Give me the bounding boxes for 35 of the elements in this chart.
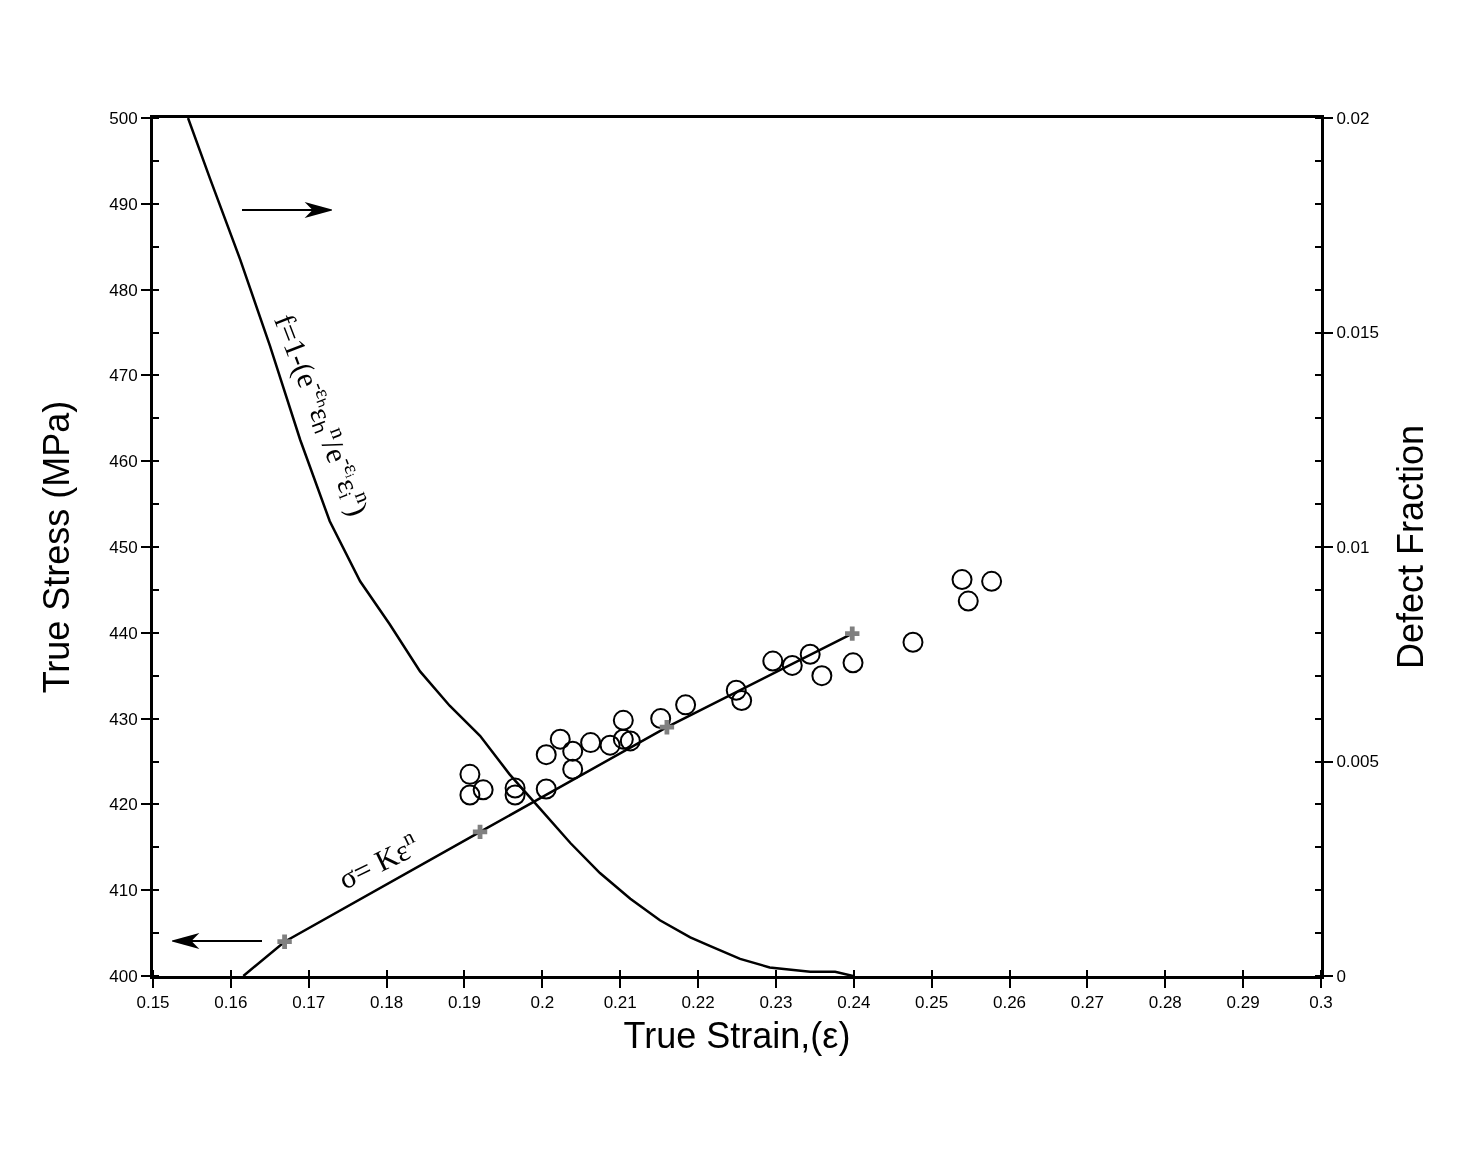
y-tick-label: 470	[109, 366, 138, 386]
y-tick-label: 450	[109, 537, 138, 557]
y-tick-label: 410	[109, 881, 138, 901]
y2-tick-label: 0.02	[1336, 108, 1370, 128]
y-axis-title: True Stress (MPa)	[36, 400, 77, 694]
x-tick-label: 0.15	[136, 993, 170, 1013]
x-tick-label: 0.17	[292, 993, 326, 1013]
x-tick-label: 0.27	[1070, 993, 1104, 1013]
x-tick-label: 0.22	[681, 993, 715, 1013]
x-tick-label: 0.29	[1226, 993, 1260, 1013]
y2-tick-label: 0	[1336, 966, 1346, 986]
x-tick-label: 0.18	[370, 993, 404, 1013]
y-tick-label: 460	[109, 452, 138, 472]
x-axis-title: True Strain,(ε)	[623, 1015, 851, 1057]
x-tick-label: 0.24	[837, 993, 871, 1013]
y2-axis-title: Defect Fraction	[1390, 424, 1431, 670]
y2-tick-label: 0.015	[1336, 323, 1379, 343]
y2-tick-label: 0.005	[1336, 752, 1379, 772]
y-tick-label: 400	[109, 966, 138, 986]
x-tick-label: 0.26	[992, 993, 1027, 1013]
x-tick-label: 0.25	[915, 993, 949, 1013]
y-tick-label: 440	[109, 623, 138, 643]
x-tick-label: 0.28	[1148, 993, 1182, 1013]
y-tick-label: 480	[109, 280, 138, 300]
x-tick-label: 0.19	[447, 993, 482, 1013]
x-tick-label: 0.21	[603, 993, 637, 1013]
x-tick-label: 0.2	[530, 993, 555, 1013]
y2-tick-label: 0.01	[1336, 537, 1370, 557]
y-tick-label: 430	[109, 709, 138, 729]
x-tick-label: 0.23	[759, 993, 793, 1013]
y-tick-label: 500	[109, 108, 138, 128]
y-tick-label: 420	[109, 795, 138, 815]
x-tick-label: 0.16	[214, 993, 248, 1013]
x-tick-label: 0.3	[1309, 993, 1333, 1013]
y-tick-label: 490	[109, 194, 138, 214]
